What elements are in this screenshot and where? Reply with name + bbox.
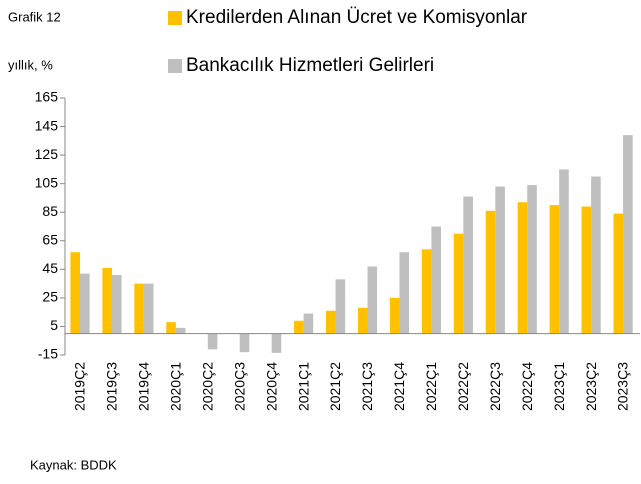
legend-swatch (168, 11, 182, 25)
x-tick-label: 2019Ç2 (72, 362, 88, 411)
bar (271, 333, 282, 353)
x-tick-label: 2021Ç4 (391, 362, 407, 411)
legend-label: Kredilerden Alınan Ücret ve Komisyonlar (186, 7, 528, 28)
x-tick-label: 2019Ç4 (136, 362, 152, 411)
y-tick-label: 85 (42, 203, 58, 219)
y-tick-label: 145 (35, 117, 59, 133)
x-tick-label: 2022Ç3 (487, 362, 503, 411)
x-tick-label: 2022Ç1 (423, 362, 439, 411)
bar (421, 249, 432, 334)
bar (613, 213, 624, 334)
x-tick-label: 2022Ç4 (519, 362, 535, 411)
bar (389, 297, 400, 334)
bar (527, 185, 537, 334)
legend-swatch (168, 59, 182, 73)
y-tick-label: 105 (35, 174, 59, 190)
y-axis-label: yıllık, % (8, 57, 53, 72)
bar (581, 206, 592, 334)
x-tick-label: 2023Ç3 (615, 362, 631, 411)
bar (357, 307, 368, 334)
x-tick-label: 2022Ç2 (455, 362, 471, 411)
bar (134, 283, 144, 334)
bar (335, 279, 346, 334)
y-tick-label: 25 (42, 289, 58, 305)
legend-label: Bankacılık Hizmetleri Gelirleri (186, 55, 434, 76)
y-tick-label: 5 (50, 317, 58, 333)
bar (303, 313, 314, 334)
bar (517, 202, 528, 334)
bar (175, 327, 186, 334)
bar (166, 322, 176, 334)
y-tick-label: -15 (38, 346, 58, 362)
x-tick-label: 2023Ç1 (551, 362, 567, 411)
bar (463, 196, 473, 334)
bar (239, 333, 250, 353)
x-tick-label: 2023Ç2 (583, 362, 599, 411)
x-tick-label: 2019Ç3 (104, 362, 120, 411)
bar (495, 186, 505, 334)
bar (453, 233, 464, 334)
x-tick-label: 2020Ç4 (263, 362, 279, 411)
bar (207, 333, 218, 350)
x-tick-label: 2021Ç3 (359, 362, 375, 411)
y-tick-label: 45 (42, 260, 58, 276)
x-tick-label: 2020Ç3 (231, 362, 247, 411)
bar (591, 176, 601, 334)
bar (111, 275, 122, 334)
bar (325, 310, 336, 334)
bar (102, 267, 112, 334)
bar (485, 210, 496, 334)
x-tick-label: 2021Ç2 (327, 362, 343, 411)
y-tick-label: 125 (35, 146, 59, 162)
x-tick-label: 2020Ç2 (199, 362, 215, 411)
chart-title: Grafik 12 (8, 9, 61, 24)
bar (70, 252, 81, 334)
bar (549, 205, 560, 334)
x-tick-label: 2020Ç1 (168, 362, 184, 411)
y-tick-label: 65 (42, 231, 58, 247)
x-tick-label: 2021Ç1 (295, 362, 311, 411)
bar (559, 169, 569, 334)
bar (399, 252, 410, 334)
bar (367, 266, 378, 334)
source-note: Kaynak: BDDK (30, 457, 117, 472)
bar (623, 135, 633, 334)
bar (80, 273, 90, 334)
bar (294, 320, 304, 334)
bar (431, 226, 441, 334)
y-tick-label: 165 (35, 89, 59, 105)
bar (143, 283, 154, 334)
